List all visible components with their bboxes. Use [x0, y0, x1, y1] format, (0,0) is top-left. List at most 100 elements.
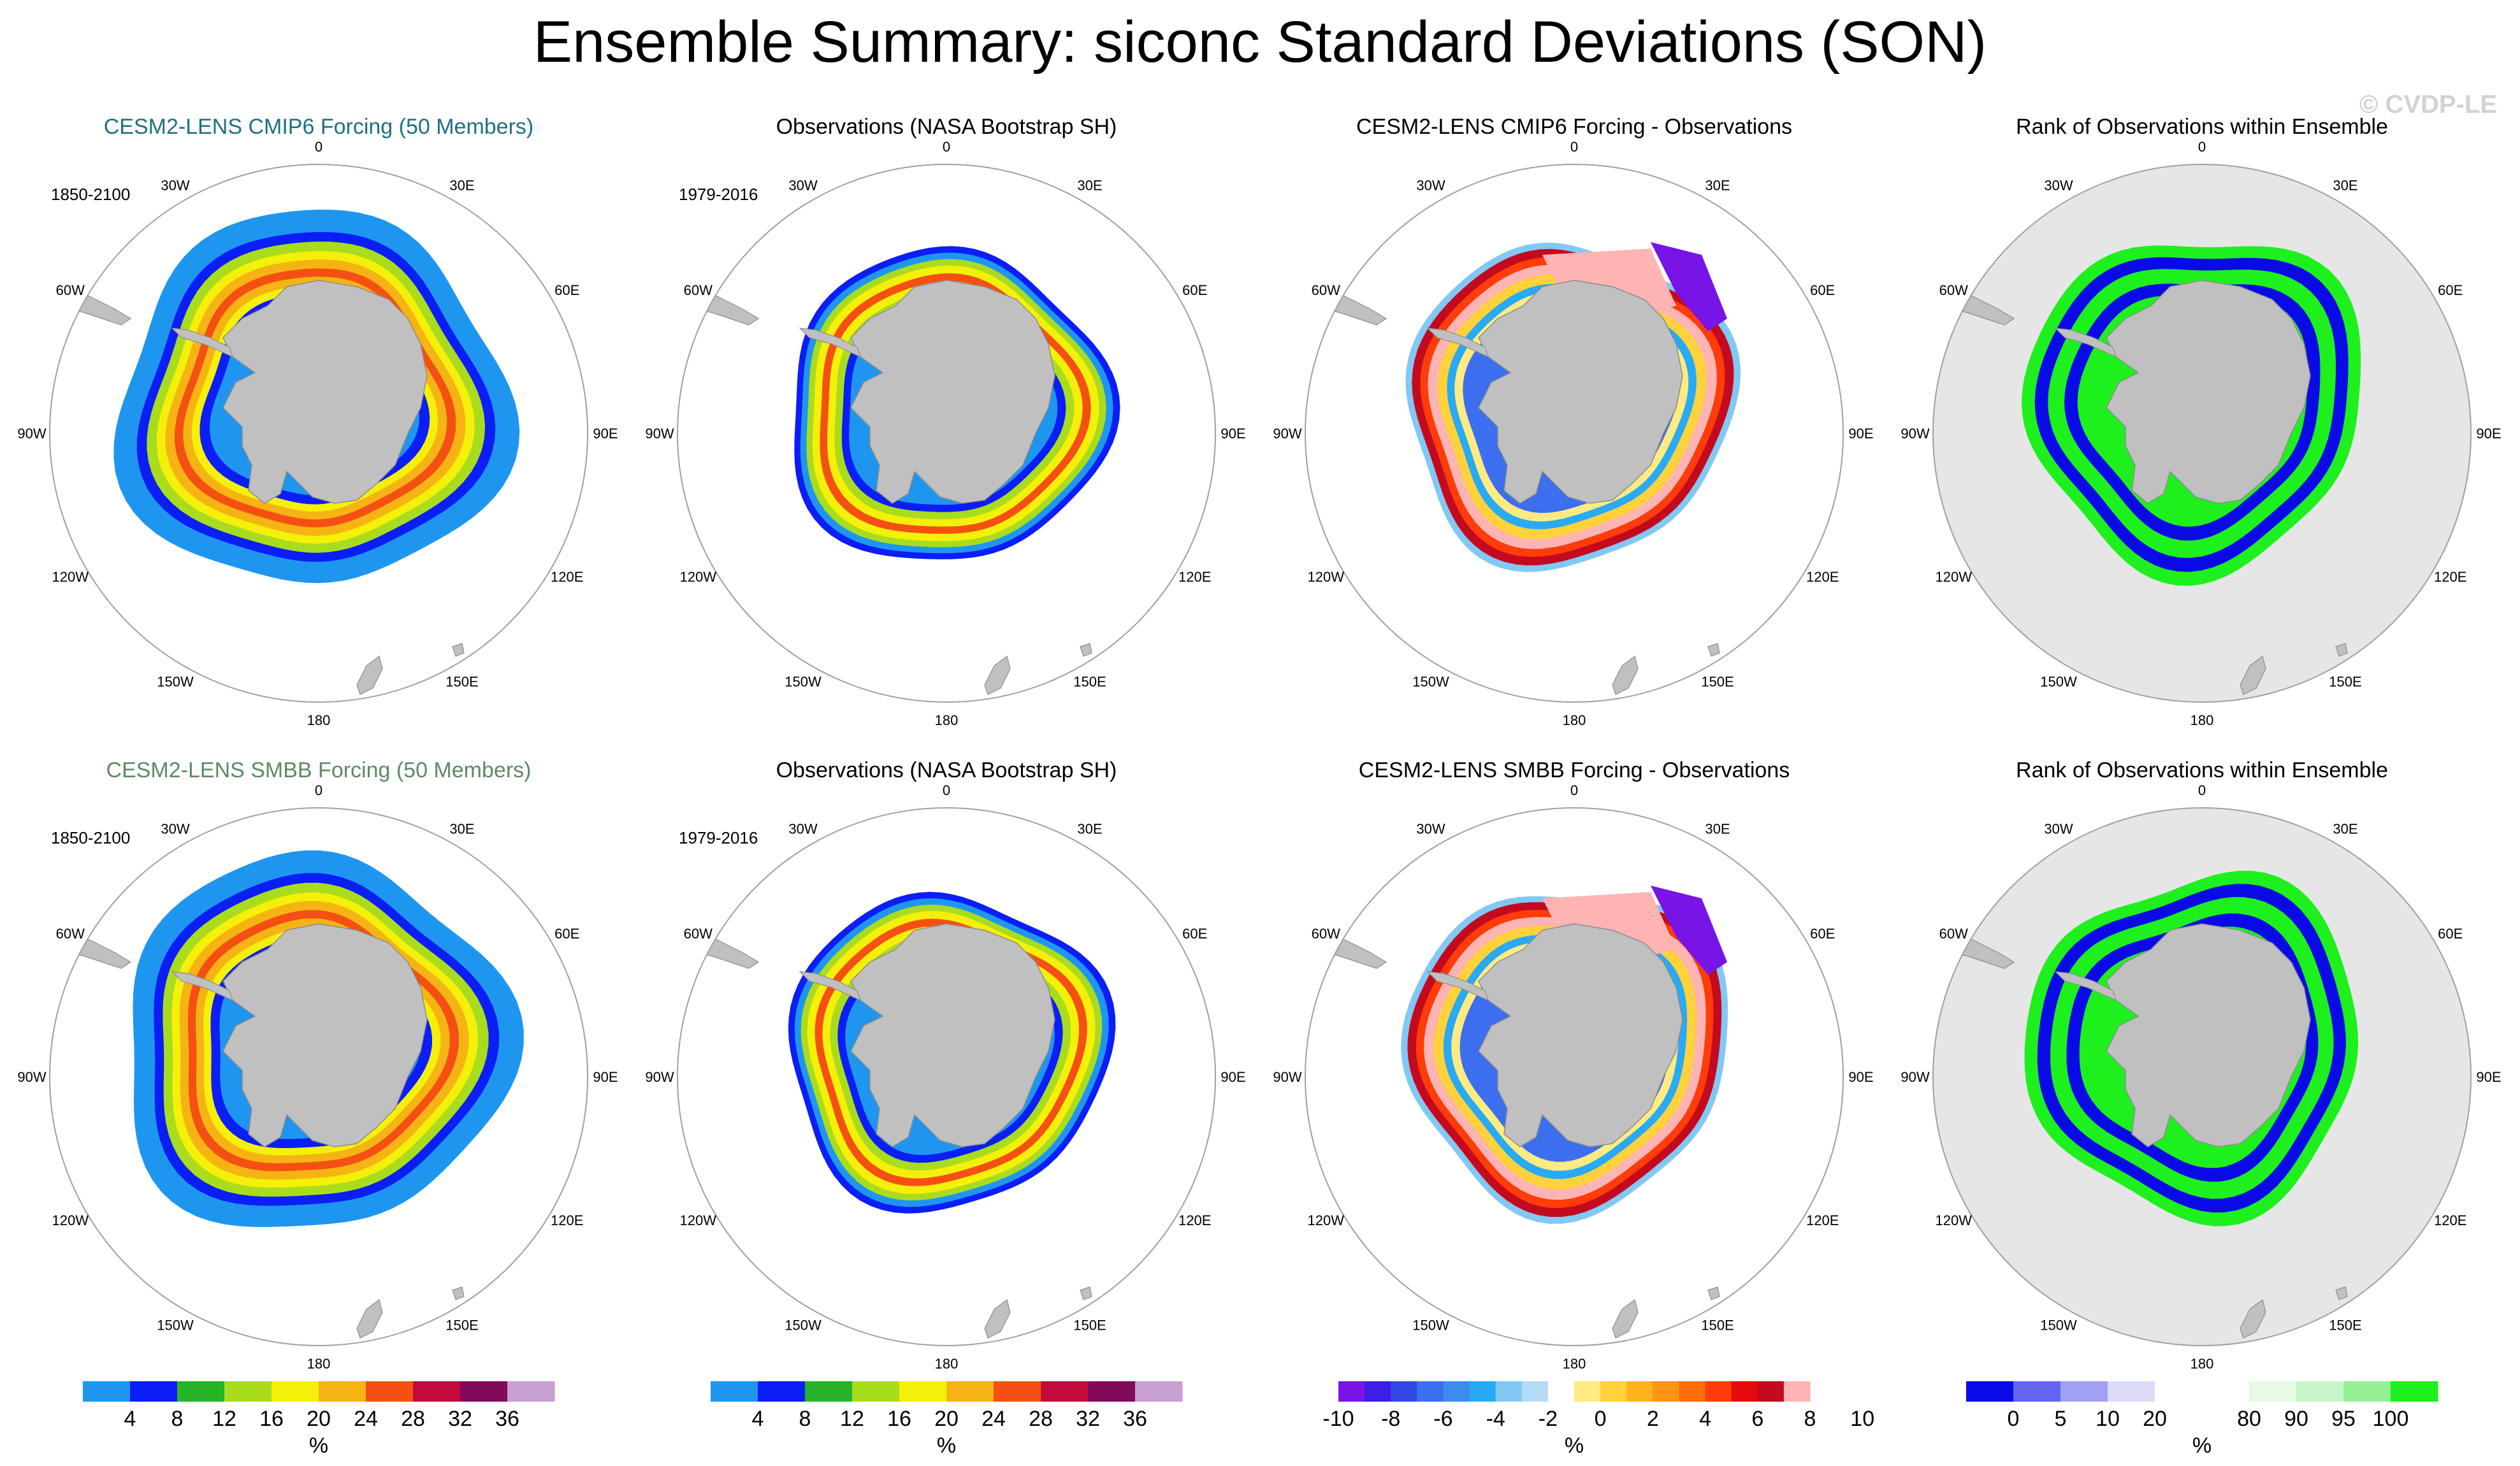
longitude-label: 120W — [52, 1212, 89, 1228]
panel-title: CESM2-LENS SMBB Forcing - Observations — [1358, 758, 1790, 782]
antarctic-peninsula — [799, 971, 861, 1002]
longitude-label: 90W — [645, 1069, 674, 1085]
colorbar-std: 4 8 12 16 20 24 28 32 36% — [711, 1381, 1183, 1458]
longitude-label: 120E — [1178, 569, 1211, 585]
antarctica-land — [1478, 280, 1683, 504]
longitude-label: 150W — [785, 674, 822, 690]
colorbar-swatch — [805, 1381, 853, 1402]
time-period-label: 1850-2100 — [51, 828, 131, 847]
colorbar-tick-label: 4 — [124, 1407, 136, 1431]
colorbar-tick-label: 28 — [1029, 1407, 1053, 1431]
longitude-label: 30W — [2044, 177, 2073, 193]
colorbar-swatch — [1574, 1381, 1601, 1402]
tasmania-land — [1080, 1286, 1092, 1300]
longitude-label: 90W — [1273, 1069, 1301, 1085]
time-period-label: 1850-2100 — [51, 185, 131, 204]
colorbar-unit: % — [1565, 1434, 1584, 1458]
longitude-label: 0 — [315, 139, 322, 155]
longitude-label: 30W — [2044, 821, 2073, 837]
colorbar-swatch — [1391, 1381, 1417, 1402]
colorbar-tick-label: 8 — [799, 1407, 811, 1431]
colorbar-tick-label: 4 — [752, 1407, 764, 1431]
antarctica-land — [1478, 923, 1683, 1147]
watermark: © CVDP-LE — [2359, 90, 2497, 119]
colorbar-swatch — [1679, 1381, 1705, 1402]
colorbar-swatch — [1088, 1381, 1136, 1402]
tasmania-land — [452, 1286, 465, 1300]
longitude-label: 90E — [1220, 426, 1245, 442]
colorbar-swatch — [1783, 1381, 1811, 1402]
colorbar-swatch — [2296, 1381, 2344, 1402]
longitude-label: 30W — [1416, 821, 1445, 837]
colorbar-tick-label: 90 — [2284, 1407, 2308, 1431]
colorbar-difference: -10 -8 -6 -4 -2 0 2 4 6 8 10% — [1322, 1381, 1874, 1458]
antarctica-land — [850, 923, 1055, 1147]
tasmania-land — [1707, 643, 1720, 657]
new-zealand-land — [984, 1298, 1011, 1339]
longitude-label: 180 — [935, 712, 959, 728]
colorbar-swatch — [1626, 1381, 1653, 1402]
longitude-label: 0 — [1570, 139, 1578, 155]
antarctic-peninsula — [1426, 971, 1489, 1002]
new-zealand-land — [1612, 1298, 1639, 1339]
longitude-label: 30E — [1077, 821, 1102, 837]
antarctic-peninsula — [2054, 971, 2117, 1002]
colorbar-swatch — [1547, 1381, 1575, 1402]
longitude-label: 0 — [943, 139, 950, 155]
antarctica-land — [222, 923, 428, 1147]
longitude-label: 90W — [17, 1069, 46, 1085]
longitude-label: 90E — [593, 1069, 618, 1085]
colorbar-tick-label: 20 — [2143, 1407, 2167, 1431]
longitude-label: 120E — [551, 569, 583, 585]
colorbar-swatch — [1469, 1381, 1496, 1402]
longitude-label: 120E — [2434, 569, 2466, 585]
colorbar-tick-label: 12 — [212, 1407, 236, 1431]
longitude-label: 60E — [1182, 282, 1207, 298]
antarctica-land — [850, 280, 1055, 504]
time-period-label: 1979-2016 — [679, 828, 758, 847]
longitude-label: 60E — [1182, 926, 1207, 942]
longitude-label: 90W — [1901, 1069, 1929, 1085]
colorbar-tick-label: 28 — [401, 1407, 425, 1431]
map-boundary — [49, 807, 588, 1346]
colorbar-rank: 0 5 10 20 80 90 95 100% — [1966, 1381, 2438, 1458]
colorbar-swatch — [1966, 1381, 2014, 1402]
longitude-label: 0 — [2198, 139, 2206, 155]
polar-map-obs: 0 30E 60E 90E 120E 150E 180 150W 120W 90W 60W 30W — [645, 139, 1245, 728]
longitude-label: 180 — [2191, 1356, 2214, 1372]
colorbar-swatch — [2108, 1381, 2155, 1402]
longitude-label: 30W — [788, 177, 817, 193]
panel-title: CESM2-LENS CMIP6 Forcing (50 Members) — [103, 115, 534, 139]
antarctic-peninsula — [799, 327, 861, 358]
new-zealand-land — [2240, 655, 2266, 695]
colorbar-swatch — [994, 1381, 1041, 1402]
colorbar-swatch — [460, 1381, 508, 1402]
longitude-label: 120W — [680, 569, 717, 585]
antarctica-land — [2106, 280, 2311, 504]
colorbar-swatch — [711, 1381, 758, 1402]
polar-map-rank: 0 30E 60E 90E 120E 150E 180 150W 120W 90W 60W 30W — [1901, 139, 2501, 728]
longitude-label: 180 — [307, 1356, 331, 1372]
colorbar-swatch — [1521, 1381, 1549, 1402]
new-zealand-land — [356, 1298, 383, 1339]
panel-title: Rank of Observations within Ensemble — [2016, 758, 2388, 782]
map-boundary — [677, 164, 1216, 703]
map-boundary — [1305, 164, 1844, 703]
colorbar-swatch — [899, 1381, 947, 1402]
colorbar-tick-label: 10 — [1850, 1407, 1874, 1431]
colorbar-swatch — [413, 1381, 461, 1402]
colorbar-tick-label: 5 — [2055, 1407, 2067, 1431]
colorbar-std: 4 8 12 16 20 24 28 32 36% — [83, 1381, 555, 1458]
colorbar-swatch — [319, 1381, 366, 1402]
longitude-label: 90E — [1220, 1069, 1245, 1085]
longitude-label: 90W — [1901, 426, 1929, 442]
colorbar-swatch — [130, 1381, 178, 1402]
colorbar-tick-label: 16 — [887, 1407, 911, 1431]
colorbar-swatch — [272, 1381, 319, 1402]
colorbar-swatch — [1417, 1381, 1444, 1402]
longitude-label: 30E — [449, 821, 474, 837]
longitude-label: 120E — [551, 1212, 583, 1228]
colorbar-swatch — [2343, 1381, 2391, 1402]
new-zealand-land — [356, 655, 383, 695]
longitude-label: 30E — [1705, 821, 1730, 837]
